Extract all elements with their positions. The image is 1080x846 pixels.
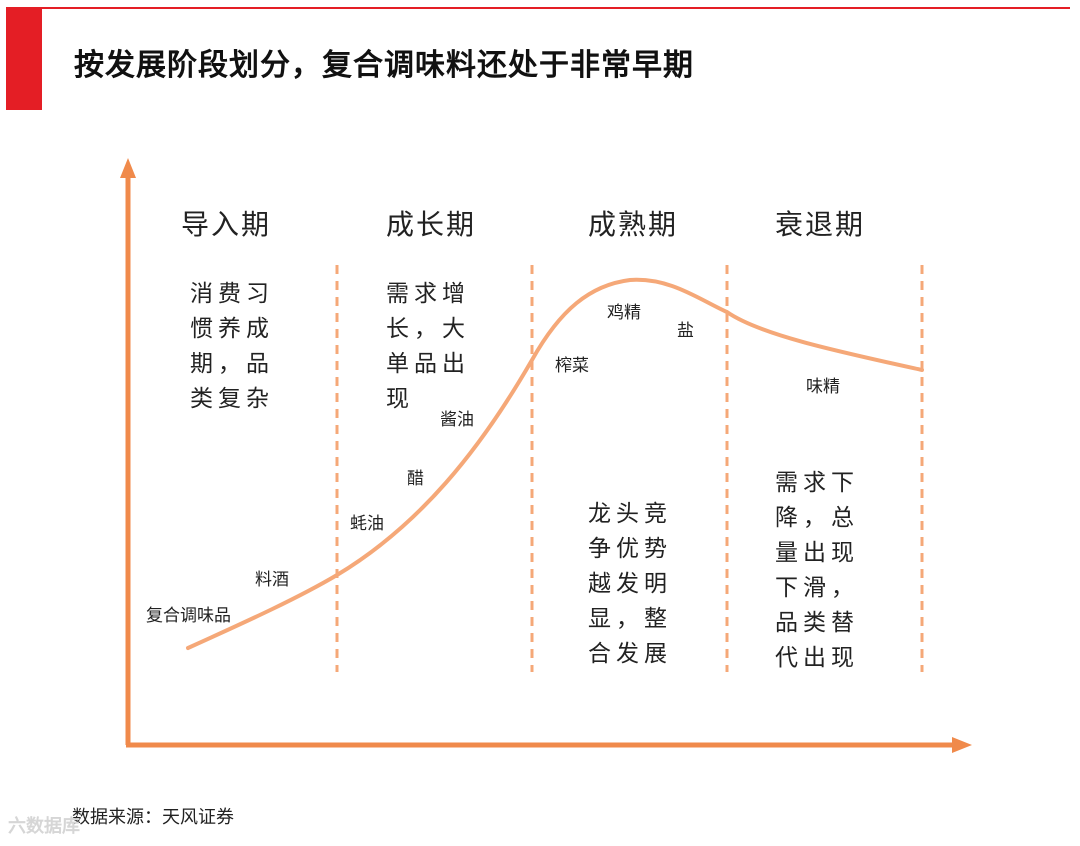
product-label: 榨菜 [555,356,589,376]
product-label: 蚝油 [350,514,384,534]
product-label: 酱油 [440,410,474,430]
source-note: 数据来源：天风证券 [72,807,234,828]
accent-bar [6,7,42,110]
product-label: 料酒 [255,570,289,590]
phase-description-maturity: 龙头竞 争优势 越发明 显，整 合发展 [588,501,672,667]
phase-description-decline: 需求下 降，总 量出现 下滑， 品类替 代出现 [775,470,859,671]
phase-label-introduction: 导入期 [181,208,272,241]
lifecycle-curve [186,277,924,650]
header-rule [40,7,1070,9]
phase-description-growth: 需求增 长，大 单品出 现 [386,281,470,412]
product-label: 醋 [407,469,424,489]
product-label: 复合调味品 [146,606,231,626]
x-axis-arrow [952,737,972,753]
phase-label-maturity: 成熟期 [588,208,679,241]
phase-label-decline: 衰退期 [775,208,866,241]
product-label: 味精 [806,377,840,397]
watermark: 六数据库 [8,816,80,837]
phase-label-growth: 成长期 [386,208,477,241]
product-label: 鸡精 [607,303,641,323]
page-title: 按发展阶段划分，复合调味料还处于非常早期 [74,48,694,83]
product-label: 盐 [677,321,694,341]
phase-description-introduction: 消费习 惯养成 期，品 类复杂 [190,281,274,412]
y-axis-arrow [120,158,136,178]
